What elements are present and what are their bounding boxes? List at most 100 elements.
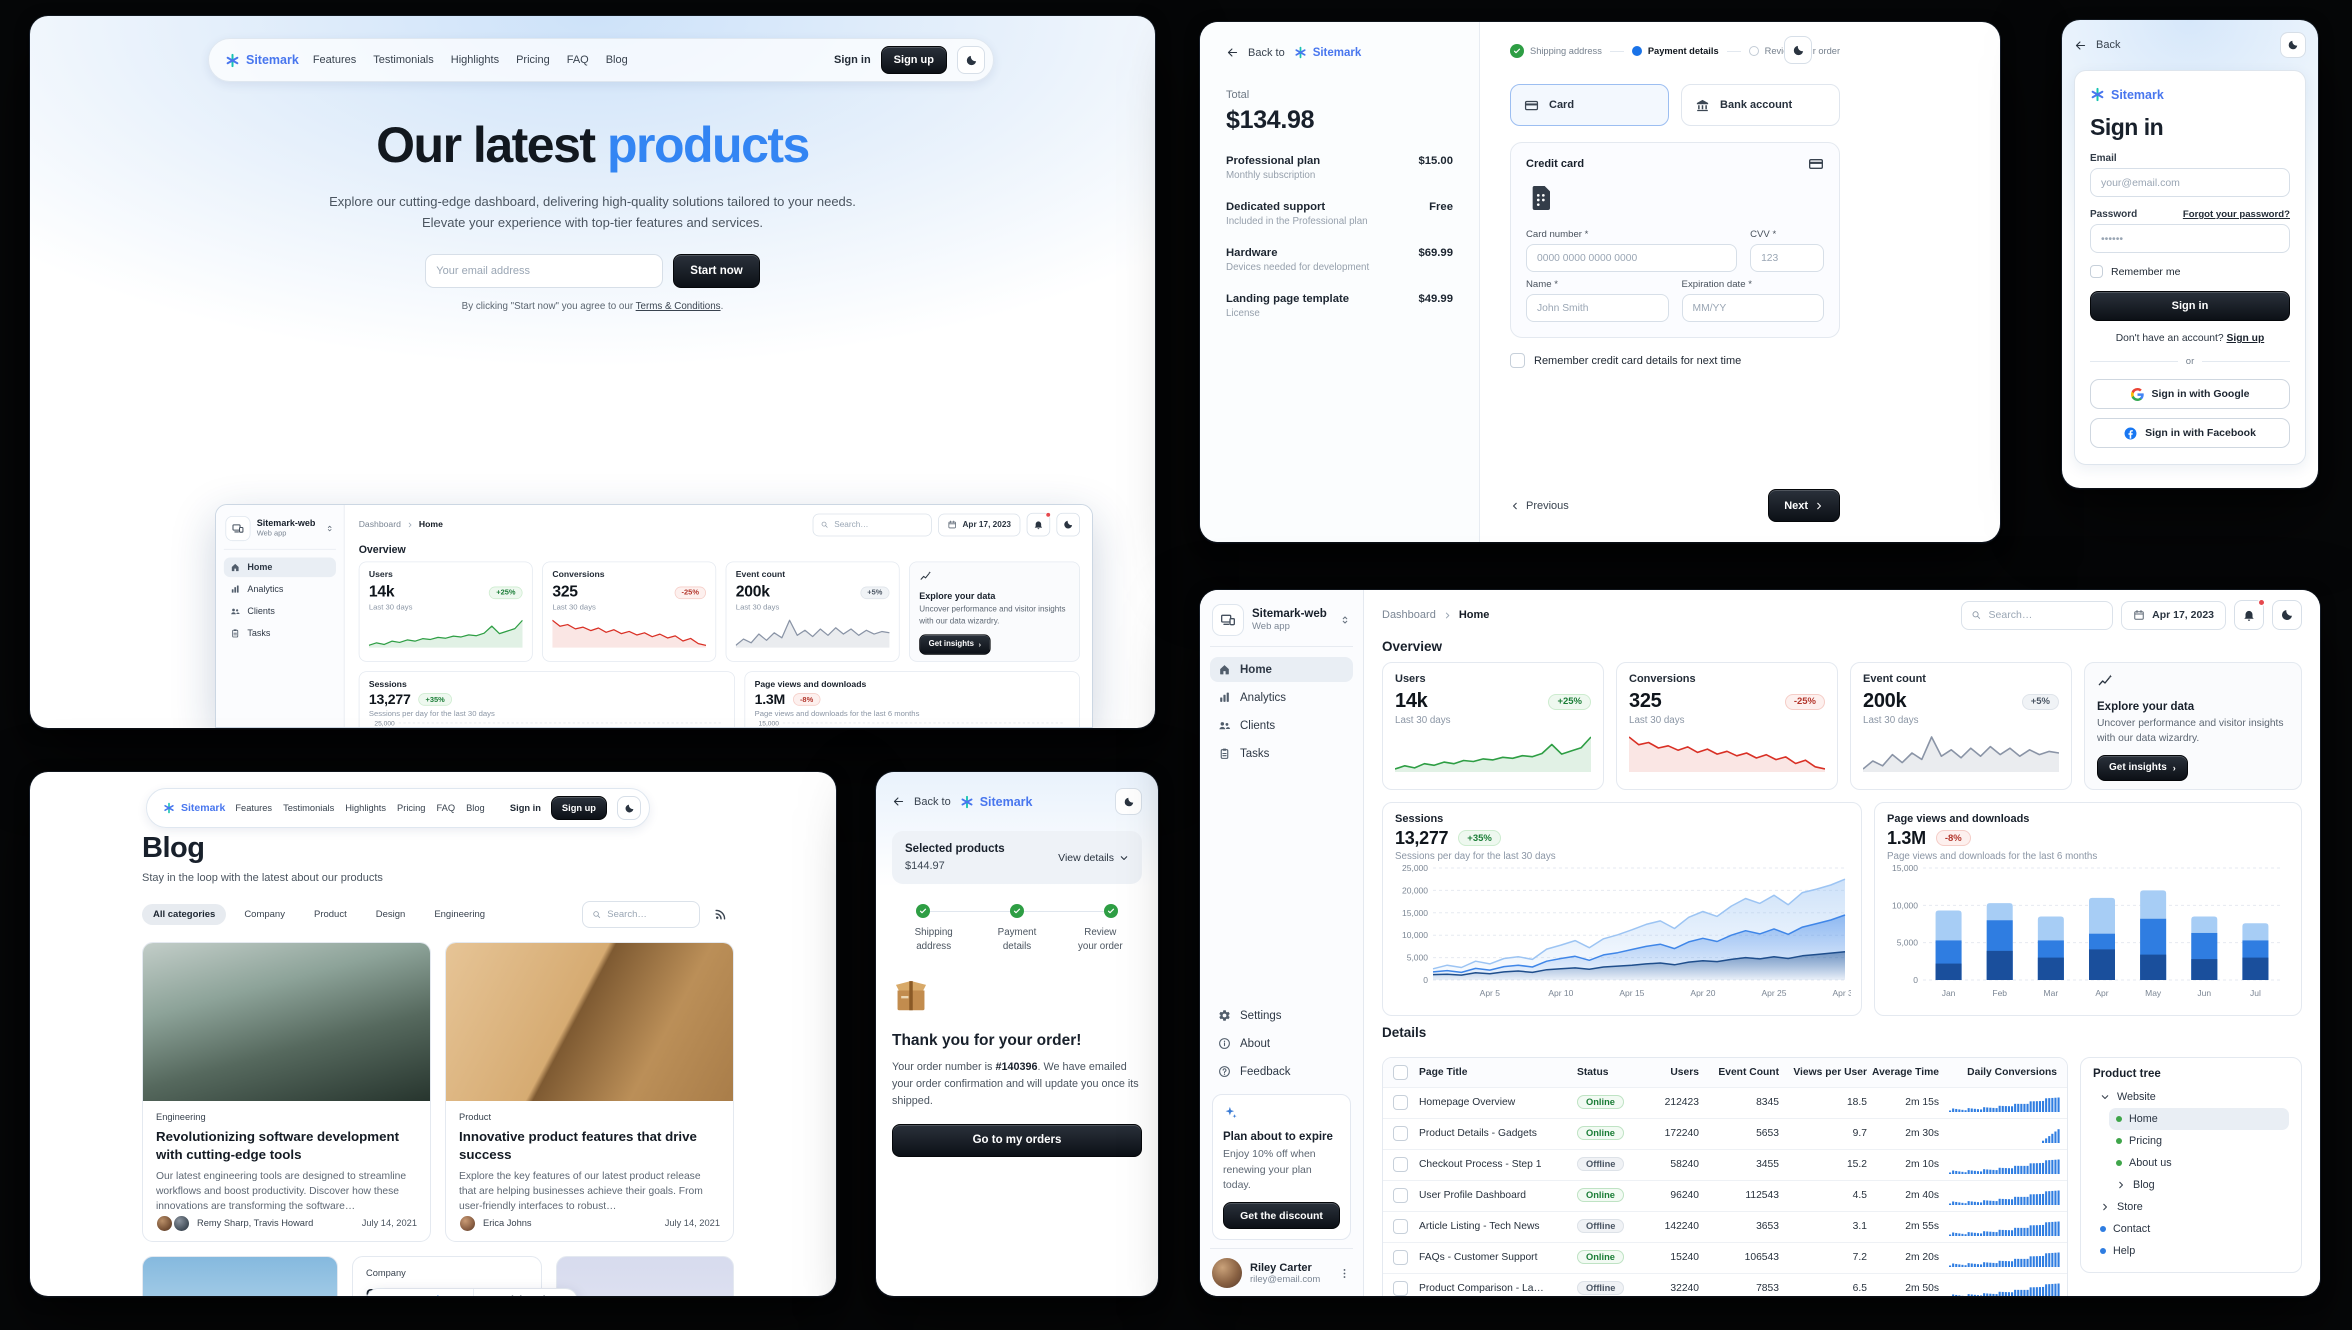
category-chip[interactable]: Design: [375, 909, 406, 920]
previous-button[interactable]: Previous: [1510, 500, 1569, 512]
sidebar-item-analytics[interactable]: Analytics: [224, 579, 336, 599]
view-details-button[interactable]: View details: [1058, 852, 1129, 864]
more-options-icon[interactable]: [1338, 1267, 1351, 1280]
start-now-button[interactable]: Start now: [673, 253, 760, 288]
brand-logo[interactable]: Sitemark: [1294, 46, 1361, 59]
go-to-orders-button[interactable]: Go to my orders: [892, 1123, 1142, 1157]
nav-link-blog[interactable]: Blog: [466, 803, 485, 813]
theme-toggle-button[interactable]: [617, 796, 641, 820]
tree-item-blog[interactable]: Blog: [2109, 1174, 2289, 1196]
dashboard-search-input[interactable]: [834, 519, 925, 530]
cvv-input[interactable]: [1750, 244, 1825, 272]
row-checkbox[interactable]: [1393, 1126, 1408, 1142]
brand-logo[interactable]: Sitemark: [225, 53, 299, 68]
category-chip[interactable]: Product: [313, 909, 347, 920]
theme-toggle-button[interactable]: [1115, 788, 1142, 815]
stat-card-event-count[interactable]: Event count 200k +5% Last 30 days: [1850, 662, 2072, 790]
remember-card-checkbox[interactable]: [1510, 353, 1525, 368]
table-row[interactable]: Checkout Process - Step 1 Offline 58240 345…: [1383, 1150, 2067, 1181]
sidebar-item-clients[interactable]: Clients: [1210, 713, 1353, 738]
sign-up-button[interactable]: Sign up: [880, 46, 947, 74]
tree-item-help[interactable]: Help: [2093, 1240, 2289, 1262]
blog-post-image[interactable]: [556, 1256, 734, 1296]
tree-item-store[interactable]: Store: [2093, 1196, 2289, 1218]
app-selector[interactable]: Sitemark-web Web app: [223, 513, 336, 550]
sign-up-button[interactable]: Sign up: [550, 796, 607, 820]
nav-link-highlights[interactable]: Highlights: [345, 803, 387, 813]
sidebar-item-home[interactable]: Home: [1210, 657, 1353, 682]
nav-link-features[interactable]: Features: [235, 803, 273, 813]
terms-link[interactable]: Terms & Conditions: [635, 300, 721, 312]
payment-tab-bank-account[interactable]: Bank account: [1681, 84, 1841, 126]
stat-card-users[interactable]: Users 14k +25% Last 30 days: [1382, 662, 1604, 790]
expiration-input[interactable]: [1681, 294, 1825, 322]
sidebar-item-about[interactable]: About: [1210, 1031, 1353, 1056]
category-chip[interactable]: Engineering: [434, 909, 486, 920]
nav-link-pricing[interactable]: Pricing: [397, 803, 426, 813]
sign-in-link[interactable]: Sign in: [509, 803, 541, 813]
blog-post-image[interactable]: [142, 1256, 338, 1296]
back-link[interactable]: Back to Sitemark: [892, 795, 1033, 809]
blog-post-card[interactable]: Engineering Revolutionizing software deve…: [142, 942, 431, 1242]
nav-link-blog[interactable]: Blog: [605, 54, 628, 66]
nav-link-faq[interactable]: FAQ: [436, 803, 456, 813]
row-checkbox[interactable]: [1393, 1281, 1408, 1296]
tree-item-pricing[interactable]: Pricing: [2109, 1130, 2289, 1152]
custom-theme-option[interactable]: Custom theme: [367, 1289, 474, 1296]
forgot-password-link[interactable]: Forgot your password?: [2182, 209, 2290, 220]
table-row[interactable]: FAQs - Customer Support Online 15240 106543…: [1383, 1243, 2067, 1274]
get-discount-button[interactable]: Get the discount: [1223, 1202, 1340, 1229]
theme-toggle-button[interactable]: [1056, 512, 1080, 537]
notifications-button[interactable]: [2234, 599, 2265, 630]
row-checkbox[interactable]: [1393, 1250, 1408, 1266]
category-chip[interactable]: All categories: [142, 904, 227, 925]
nav-link-pricing[interactable]: Pricing: [516, 54, 550, 66]
blog-post-card[interactable]: Company Oan Take a look at our company's…: [352, 1256, 577, 1296]
next-button[interactable]: Next: [1768, 489, 1841, 522]
nav-link-features[interactable]: Features: [312, 54, 357, 66]
theme-toggle-button[interactable]: [1784, 36, 1812, 64]
row-checkbox[interactable]: [1393, 1188, 1408, 1204]
email-input[interactable]: [425, 253, 664, 288]
date-picker-button[interactable]: Apr 17, 2023: [938, 513, 1021, 536]
nav-link-testimonials[interactable]: Testimonials: [373, 54, 434, 66]
table-row[interactable]: Article Listing - Tech News Offline 142240…: [1383, 1212, 2067, 1243]
email-input[interactable]: [2090, 168, 2290, 197]
rss-button[interactable]: [707, 901, 734, 928]
tree-item-website[interactable]: Website: [2093, 1086, 2289, 1108]
table-row[interactable]: User Profile Dashboard Online 96240 112543 4…: [1383, 1181, 2067, 1212]
stat-card-event-count[interactable]: Event count 200k +5% Last 30 days: [725, 561, 900, 662]
theme-toggle-button[interactable]: [2272, 600, 2302, 630]
dashboard-search-input[interactable]: [1988, 609, 2104, 621]
table-row[interactable]: Product Comparison - La… Offline 32240 7853…: [1383, 1274, 2067, 1296]
sidebar-item-home[interactable]: Home: [223, 557, 336, 578]
sign-in-link[interactable]: Sign in: [834, 54, 871, 66]
password-input[interactable]: [2090, 224, 2290, 253]
nav-link-faq[interactable]: FAQ: [566, 54, 589, 66]
sidebar-item-feedback[interactable]: Feedback: [1210, 1059, 1353, 1084]
sidebar-item-settings[interactable]: Settings: [1210, 1003, 1353, 1028]
brand-logo[interactable]: Sitemark: [163, 802, 225, 814]
brand-logo[interactable]: Sitemark: [960, 795, 1033, 809]
stat-card-conversions[interactable]: Conversions 325 -25% Last 30 days: [1616, 662, 1838, 790]
nav-link-highlights[interactable]: Highlights: [450, 54, 500, 66]
sign-up-link[interactable]: Sign up: [2226, 333, 2265, 344]
nav-link-testimonials[interactable]: Testimonials: [283, 803, 335, 813]
blog-post-card[interactable]: Product Innovative product features that …: [445, 942, 734, 1242]
tree-item-home[interactable]: Home: [2109, 1107, 2289, 1130]
payment-tab-card[interactable]: Card: [1510, 84, 1670, 126]
date-picker-button[interactable]: Apr 17, 2023: [2121, 600, 2226, 630]
blog-search-input[interactable]: [607, 909, 690, 920]
theme-toggle-button[interactable]: [957, 46, 985, 74]
get-insights-button[interactable]: Get insights ›: [2097, 754, 2188, 781]
breadcrumb-root[interactable]: Dashboard: [1382, 609, 1436, 621]
row-checkbox[interactable]: [1393, 1095, 1408, 1111]
get-insights-button[interactable]: Get insights ›: [919, 634, 991, 655]
stat-card-users[interactable]: Users 14k +25% Last 30 days: [358, 561, 533, 662]
sidebar-item-analytics[interactable]: Analytics: [1210, 685, 1353, 710]
sidebar-item-tasks[interactable]: Tasks: [1210, 741, 1353, 766]
card-number-input[interactable]: [1526, 244, 1738, 272]
notifications-button[interactable]: [1026, 512, 1051, 537]
google-sign-in-button[interactable]: Sign in with Google: [2090, 379, 2290, 409]
name-input[interactable]: [1526, 294, 1669, 322]
